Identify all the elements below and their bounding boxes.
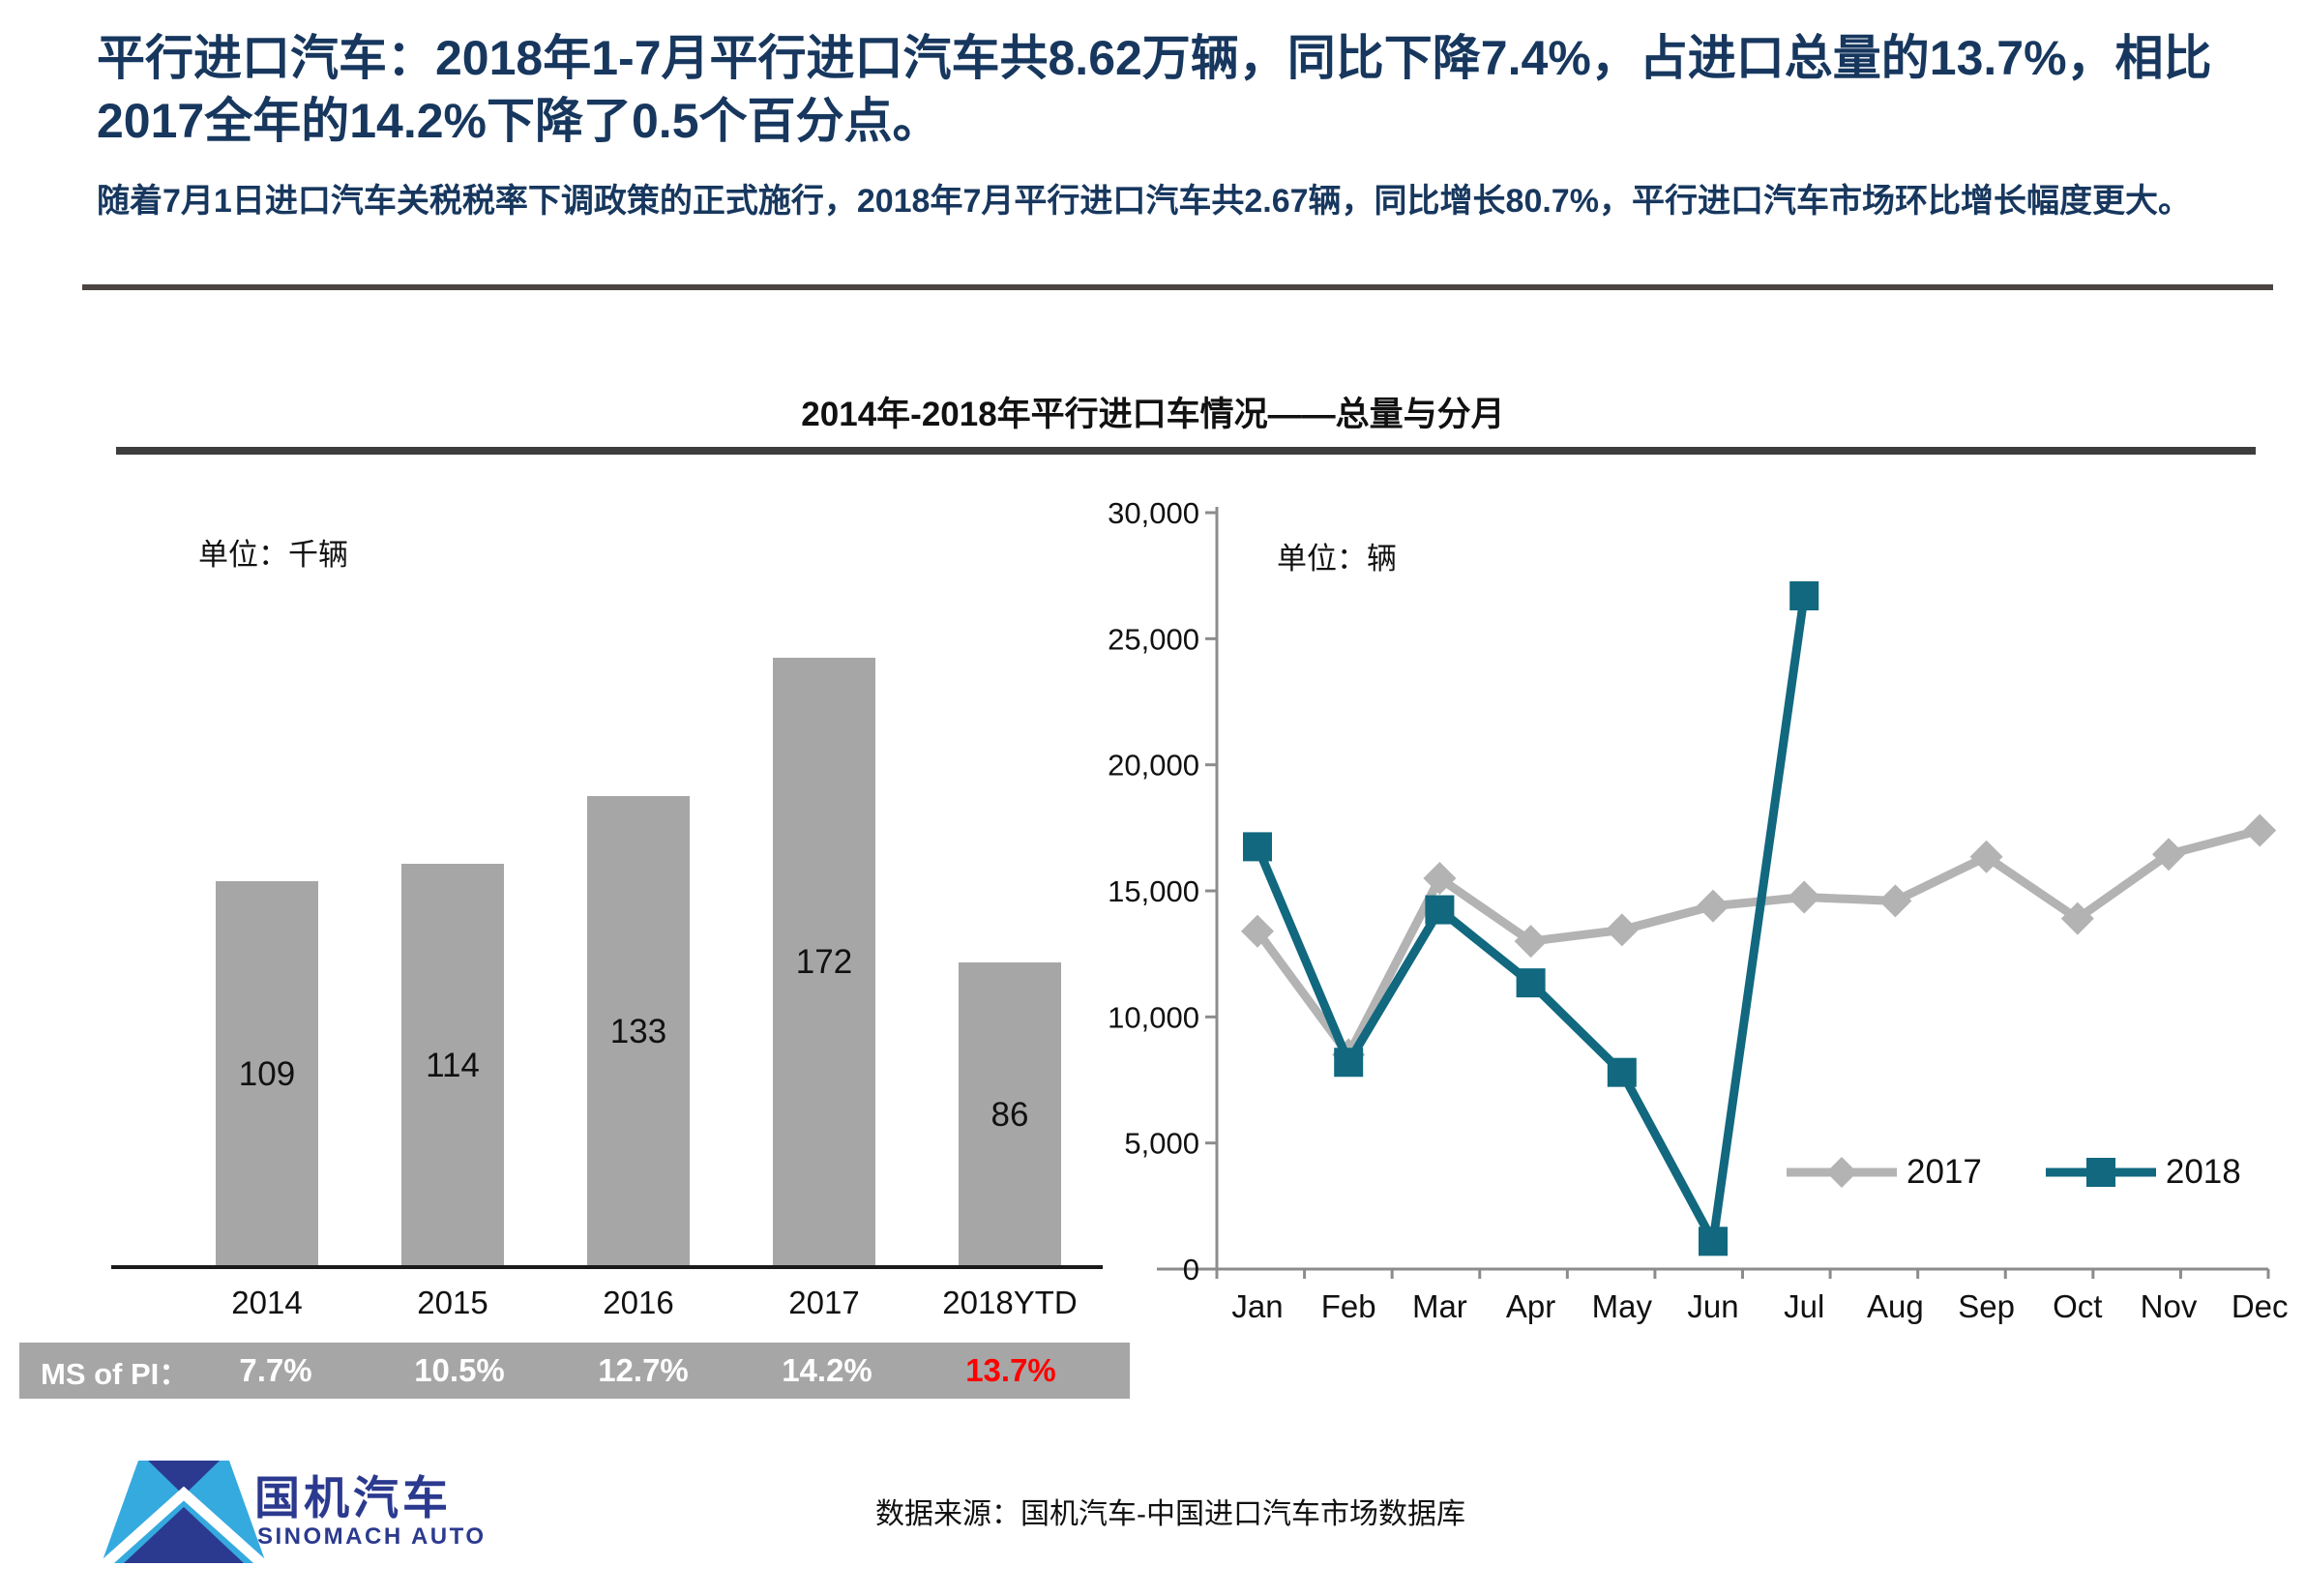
bar-chart-plot-area: 109 114 133 172 86 [174, 513, 1103, 1267]
bar-2017: 172 [773, 658, 875, 1267]
ms-of-pi-value: 13.7% [965, 1352, 1056, 1388]
series-2017-marker [1697, 889, 1730, 923]
bar-value-label: 172 [795, 943, 853, 981]
bar-chart-x-axis-line [111, 1265, 1103, 1269]
ms-of-pi-band-label: MS of PI： [41, 1356, 190, 1391]
x-axis-tick-label: May [1592, 1288, 1653, 1324]
bar-value-label: 114 [426, 1046, 480, 1084]
x-axis-tick-label: Jan [1231, 1288, 1283, 1324]
series-2018-marker [1425, 895, 1455, 925]
series-2018-marker [1699, 1227, 1728, 1256]
y-axis-tick-label: 5,000 [1124, 1127, 1199, 1161]
x-axis-tick-label: Oct [2053, 1288, 2102, 1324]
legend-item-2017: 2017 [1785, 1153, 1982, 1192]
line-chart: 0 5,000 10,000 15,000 20,000 25,000 30,000 Jan F… [1108, 498, 2289, 1324]
series-2017-marker [2060, 901, 2094, 935]
legend-marker-2017 [1787, 1157, 1897, 1188]
line-chart-unit-label: 单位：辆 [1277, 542, 1397, 576]
x-axis-tick-label: Feb [1321, 1288, 1376, 1324]
ms-of-pi-band-values: 7.7% 10.5% 12.7% 14.2% 13.7% [184, 1352, 1103, 1389]
bar-slot: 114 [360, 513, 546, 1267]
bar-category-label: 2015 [417, 1285, 488, 1320]
bar-category-label: 2016 [603, 1285, 674, 1320]
bar-value-label: 86 [990, 1095, 1029, 1134]
x-axis-tick-label: Jun [1687, 1288, 1738, 1324]
y-axis-tick-label: 25,000 [1108, 622, 1199, 656]
bar-category-label: 2014 [231, 1285, 303, 1320]
ms-of-pi-value: 10.5% [414, 1352, 505, 1388]
ms-of-pi-value: 7.7% [239, 1352, 312, 1388]
series-2017-marker [1241, 914, 1274, 948]
chart-title: 2014年-2018年平行进口车情况——总量与分月 [801, 396, 1505, 433]
bar-category-label: 2017 [788, 1285, 860, 1320]
data-source-text: 数据来源：国机汽车-中国进口汽车市场数据库 [875, 1498, 1465, 1530]
x-axis-tick-label: Aug [1867, 1288, 1924, 1324]
x-axis-tick-label: Mar [1412, 1288, 1467, 1324]
header-divider-line [82, 284, 2273, 290]
bar-2016: 133 [587, 796, 690, 1267]
logo-text-english: SINOMACH AUTO [257, 1523, 487, 1550]
series-2018-marker [1789, 581, 1819, 611]
series-2017-marker [2243, 813, 2277, 847]
bar-2014: 109 [216, 881, 318, 1267]
y-axis-tick-label: 0 [1183, 1253, 1199, 1286]
bar-chart-unit-label: 单位：千辆 [198, 538, 348, 572]
series-2017-marker [1969, 840, 2003, 873]
sinomach-logo-icon [96, 1461, 272, 1574]
bar-value-label: 109 [238, 1054, 296, 1093]
ms-of-pi-band: MS of PI： 7.7% 10.5% 12.7% 14.2% 13.7% [19, 1343, 1130, 1399]
x-axis-tick-label: Sep [1958, 1288, 2015, 1324]
series-2017-marker [2152, 838, 2185, 872]
ms-of-pi-value: 14.2% [782, 1352, 872, 1388]
page-subtitle: 随着7月1日进口汽车关税税率下调政策的正式施行，2018年7月平行进口汽车共2.… [97, 183, 2191, 220]
series-2017-marker [1514, 925, 1548, 959]
page-title: 平行进口汽车：2018年1-7月平行进口汽车共8.62万辆，同比下降7.4%，占… [97, 31, 2212, 148]
series-2017-marker [1878, 884, 1912, 918]
x-axis-tick-label: Dec [2232, 1288, 2289, 1324]
series-2018-line [1253, 595, 1809, 1256]
chart-title-divider-line [116, 447, 2256, 455]
bar-2018YTD: 86 [959, 962, 1061, 1267]
series-2017-marker [1788, 880, 1821, 914]
bar-slot: 86 [917, 513, 1103, 1267]
logo-text-chinese: 国机汽车 [254, 1472, 452, 1523]
ms-of-pi-value: 12.7% [598, 1352, 689, 1388]
legend-item-2018: 2018 [2044, 1153, 2241, 1192]
bar-slot: 133 [546, 513, 731, 1267]
legend-label-2018: 2018 [2165, 1153, 2241, 1191]
x-axis-tick-label: Apr [1506, 1288, 1555, 1324]
bar-chart-x-axis-labels: 2014 2015 2016 2017 2018YTD [174, 1285, 1103, 1321]
y-axis-tick-label: 15,000 [1108, 874, 1199, 908]
legend-marker-2018 [2045, 1158, 2156, 1187]
bar-slot: 109 [174, 513, 360, 1267]
legend-label-2017: 2017 [1907, 1153, 1982, 1191]
x-axis-tick-label: Nov [2141, 1288, 2198, 1324]
series-2017-marker [1605, 913, 1639, 947]
y-axis-tick-label: 10,000 [1108, 1000, 1199, 1034]
y-axis-tick-label: 20,000 [1108, 749, 1199, 783]
series-2018-marker [1516, 968, 1546, 998]
y-axis-tick-label: 30,000 [1108, 498, 1199, 530]
series-2018-marker [1243, 832, 1272, 862]
series-2018-marker [1334, 1048, 1364, 1078]
bar-value-label: 133 [609, 1012, 667, 1050]
bar-2015: 114 [401, 864, 504, 1267]
bar-category-label: 2018YTD [942, 1285, 1078, 1320]
bar-slot: 172 [731, 513, 917, 1267]
series-2017-marker [1423, 861, 1457, 895]
line-chart-legend: 2017 2018 [1785, 1153, 2241, 1192]
series-2018-marker [1607, 1057, 1637, 1087]
x-axis-tick-label: Jul [1784, 1288, 1824, 1324]
